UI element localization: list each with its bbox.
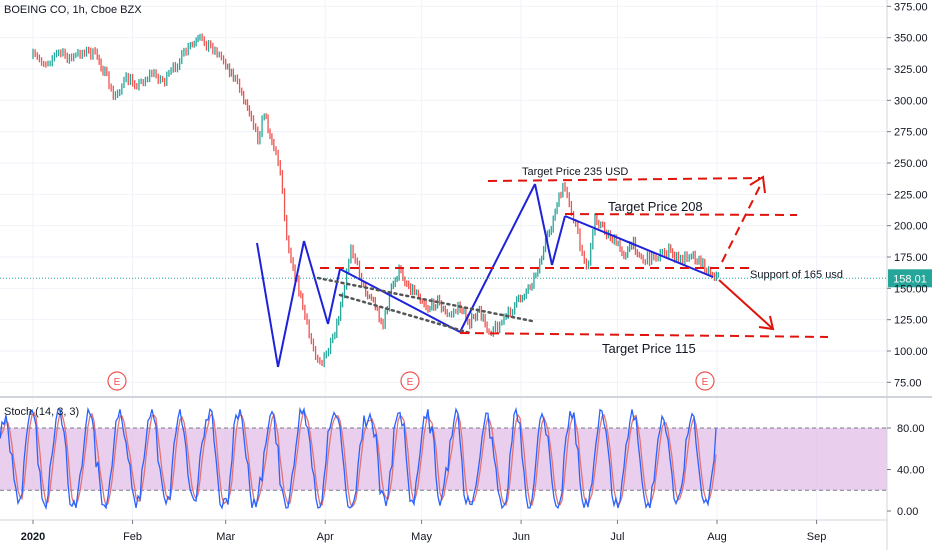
last-price-tag bbox=[888, 269, 932, 288]
earnings-marker-circle bbox=[695, 371, 715, 391]
pattern-line[interactable] bbox=[564, 215, 714, 278]
price-series bbox=[32, 33, 719, 368]
pattern-line[interactable] bbox=[459, 183, 536, 333]
price-axis-label: 200.00 bbox=[894, 221, 928, 233]
earnings-marker-letter: E bbox=[407, 377, 414, 388]
time-axis-label: Jul bbox=[610, 531, 624, 543]
time-axis-label: Sep bbox=[807, 531, 827, 543]
price-axis-label: 325.00 bbox=[894, 64, 928, 76]
pattern-line[interactable] bbox=[534, 183, 553, 266]
target-235-line[interactable] bbox=[487, 177, 761, 182]
price-axis-label: 350.00 bbox=[894, 33, 928, 45]
trend-channel-line[interactable] bbox=[338, 293, 472, 335]
target-115-label[interactable]: Target Price 115 bbox=[602, 341, 696, 356]
price-axis-label: 275.00 bbox=[894, 127, 928, 139]
earnings-marker-letter: E bbox=[114, 377, 121, 388]
time-axis[interactable]: 2020 Feb Mar Apr May Jun Jul Aug Sep bbox=[21, 520, 827, 543]
target-208-label[interactable]: Target Price 208 bbox=[608, 199, 703, 214]
stoch-legend: Stoch (14, 3, 3) bbox=[4, 406, 80, 418]
stoch-axis-label: 80.00 bbox=[897, 423, 925, 435]
last-price-value: 158.01 bbox=[893, 273, 927, 285]
time-axis-label: Aug bbox=[707, 531, 727, 543]
time-axis-label: 2020 bbox=[21, 531, 45, 543]
stoch-k-line bbox=[0, 406, 717, 511]
stoch-d-line bbox=[0, 408, 717, 508]
pattern-line[interactable] bbox=[339, 268, 461, 333]
bearish-arrow-head bbox=[758, 315, 775, 331]
price-axis-label: 225.00 bbox=[894, 189, 928, 201]
bullish-arrow-head bbox=[749, 175, 766, 194]
stoch-axis[interactable]: 80.00 40.00 0.00 bbox=[887, 423, 925, 518]
earnings-marker[interactable]: E bbox=[107, 371, 127, 391]
target-115-line[interactable] bbox=[459, 332, 829, 338]
trend-channel-line[interactable] bbox=[316, 276, 534, 323]
target-235-label[interactable]: Target Price 235 USD bbox=[522, 166, 628, 178]
price-axis-label: 375.00 bbox=[894, 1, 928, 13]
earnings-marker-circle bbox=[400, 371, 420, 391]
price-axis-label: 175.00 bbox=[894, 252, 928, 264]
price-axis[interactable]: 375.00 350.00 325.00 300.00 275.00 250.00 225.… bbox=[887, 1, 928, 389]
price-axis-label: 125.00 bbox=[894, 315, 928, 327]
stoch-axis-label: 0.00 bbox=[897, 506, 918, 518]
bearish-projection-line[interactable] bbox=[718, 279, 773, 329]
earnings-marker[interactable]: E bbox=[695, 371, 715, 391]
time-axis-label: May bbox=[411, 531, 432, 543]
time-axis-label: Jun bbox=[512, 531, 530, 543]
price-axis-label: 100.00 bbox=[894, 346, 928, 358]
pattern-line[interactable] bbox=[327, 268, 341, 325]
target-208-line[interactable] bbox=[564, 213, 798, 216]
pattern-line[interactable] bbox=[551, 215, 566, 266]
price-axis-label: 300.00 bbox=[894, 95, 928, 107]
chart-title: BOEING CO, 1h, Cboe BZX bbox=[4, 4, 142, 16]
price-axis-label: 250.00 bbox=[894, 158, 928, 170]
support-165-label[interactable]: Support of 165 usd bbox=[750, 269, 843, 281]
earnings-marker[interactable]: E bbox=[400, 371, 420, 391]
time-axis-label: Apr bbox=[317, 531, 334, 543]
stoch-axis-label: 40.00 bbox=[897, 465, 925, 477]
price-axis-label: 75.00 bbox=[894, 377, 922, 389]
earnings-marker-letter: E bbox=[702, 377, 709, 388]
pattern-line[interactable] bbox=[303, 240, 329, 325]
pattern-line[interactable] bbox=[256, 242, 279, 368]
time-axis-label: Mar bbox=[216, 531, 235, 543]
price-axis-label: 150.00 bbox=[894, 283, 928, 295]
pattern-line[interactable] bbox=[277, 240, 305, 368]
time-axis-label: Feb bbox=[123, 531, 142, 543]
earnings-marker-circle bbox=[107, 371, 127, 391]
